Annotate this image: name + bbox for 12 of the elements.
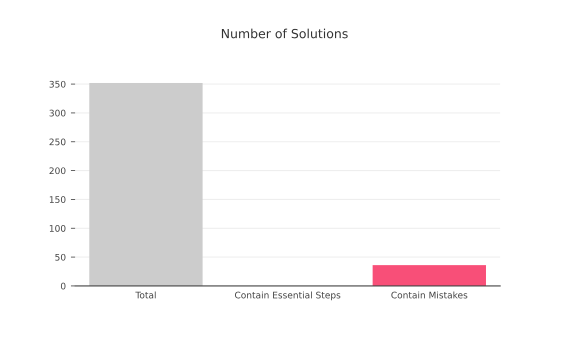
y-tick-label: 250 (50, 138, 66, 146)
y-tick-label: 300 (50, 110, 66, 116)
y-tick-label: 50 (55, 254, 66, 261)
y-tick-label: 150 (50, 196, 66, 203)
x-tick-label: Total (135, 291, 156, 298)
y-tick-label: 200 (50, 167, 66, 174)
y-tick-label: 100 (50, 224, 66, 232)
y-tick-label: 0 (60, 282, 66, 290)
y-tick-label: 350 (50, 80, 66, 88)
x-tick-label: Contain Mistakes (391, 291, 468, 298)
x-tick-label: Contain Essential Steps (234, 291, 340, 300)
chart-title: Number of Solutions (222, 28, 348, 38)
